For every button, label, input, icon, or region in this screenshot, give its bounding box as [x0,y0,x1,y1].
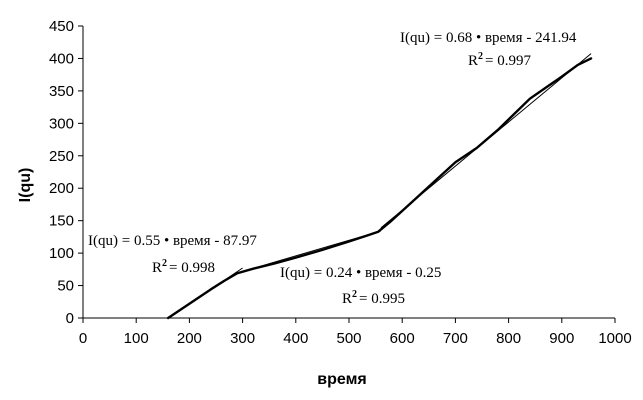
r2-label-2: R2 = 0.995 [342,289,405,307]
r2-sup-2: 2 [352,289,357,300]
x-tick-label: 0 [79,330,87,347]
r2-symbol-2: R [342,291,352,307]
y-tick-label: 0 [66,310,74,327]
tick-labels: 0 50 100 150 200 250 300 350 400 450 0 100 200 300 400… [49,18,632,347]
y-tick-label: 50 [57,278,74,295]
y-tick-label: 300 [49,115,74,132]
equation-label-2: I(qu) = 0.24 • время - 0.25 [280,265,441,281]
equation-label-3: I(qu) = 0.68 • время - 241.94 [400,30,577,46]
r2-value-2: = 0.995 [359,291,405,307]
x-tick-label: 400 [283,330,308,347]
y-tick-label: 200 [49,180,74,197]
x-tick-label: 700 [443,330,468,347]
r2-sup-1: 2 [162,258,167,269]
x-tick-label: 100 [124,330,149,347]
r2-sup-3: 2 [478,51,483,62]
x-tick-label: 600 [390,330,415,347]
x-tick-label: 800 [496,330,521,347]
y-tick-label: 400 [49,50,74,67]
y-tick-label: 450 [49,18,74,35]
r2-symbol-1: R [152,260,162,276]
y-tick-label: 350 [49,83,74,100]
x-tick-label: 300 [230,330,255,347]
x-tick-label: 900 [549,330,574,347]
series-layer [166,57,593,320]
r2-label-1: R2 = 0.998 [152,258,215,276]
y-tick-label: 100 [49,245,74,262]
y-axis-title: I(qu) [17,168,34,203]
axes [78,25,616,323]
equation-label-1: I(qu) = 0.55 • время - 87.97 [88,233,257,249]
series-line [166,57,593,320]
x-tick-label: 200 [177,330,202,347]
y-tick-label: 250 [49,148,74,165]
r2-symbol-3: R [468,53,478,69]
x-axis-title: время [317,371,366,388]
y-tick-label: 150 [49,213,74,230]
x-tick-label: 1000 [598,330,631,347]
r2-value-1: = 0.998 [169,260,215,276]
r2-value-3: = 0.997 [485,53,531,69]
x-tick-label: 500 [336,330,361,347]
r2-label-3: R2 = 0.997 [468,51,531,69]
